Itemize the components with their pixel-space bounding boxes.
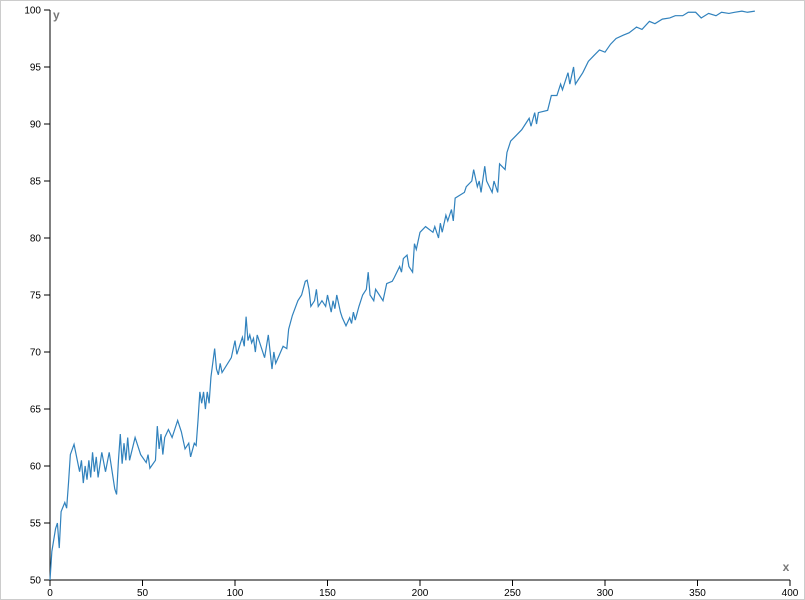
x-tick-label: 300 (597, 588, 614, 599)
x-tick-label: 200 (412, 588, 429, 599)
y-tick-label: 85 (30, 177, 42, 188)
y-tick-label: 100 (24, 6, 41, 17)
y-tick-label: 50 (30, 576, 42, 587)
y-tick-label: 95 (30, 63, 42, 74)
x-tick-label: 350 (689, 588, 706, 599)
x-tick-label: 100 (227, 588, 244, 599)
y-tick-label: 55 (30, 519, 42, 530)
y-axis-title: y (53, 8, 60, 22)
y-tick-label: 90 (30, 120, 42, 131)
x-tick-label: 150 (319, 588, 336, 599)
y-tick-label: 70 (30, 348, 42, 359)
x-tick-label: 50 (137, 588, 149, 599)
x-tick-label: 0 (47, 588, 53, 599)
y-tick-label: 60 (30, 462, 42, 473)
x-tick-label: 400 (782, 588, 799, 599)
y-tick-label: 80 (30, 234, 42, 245)
y-tick-label: 75 (30, 291, 42, 302)
x-tick-label: 250 (504, 588, 521, 599)
x-axis-title: x (783, 560, 790, 574)
data-line (49, 10, 755, 581)
y-tick-label: 65 (30, 405, 42, 416)
